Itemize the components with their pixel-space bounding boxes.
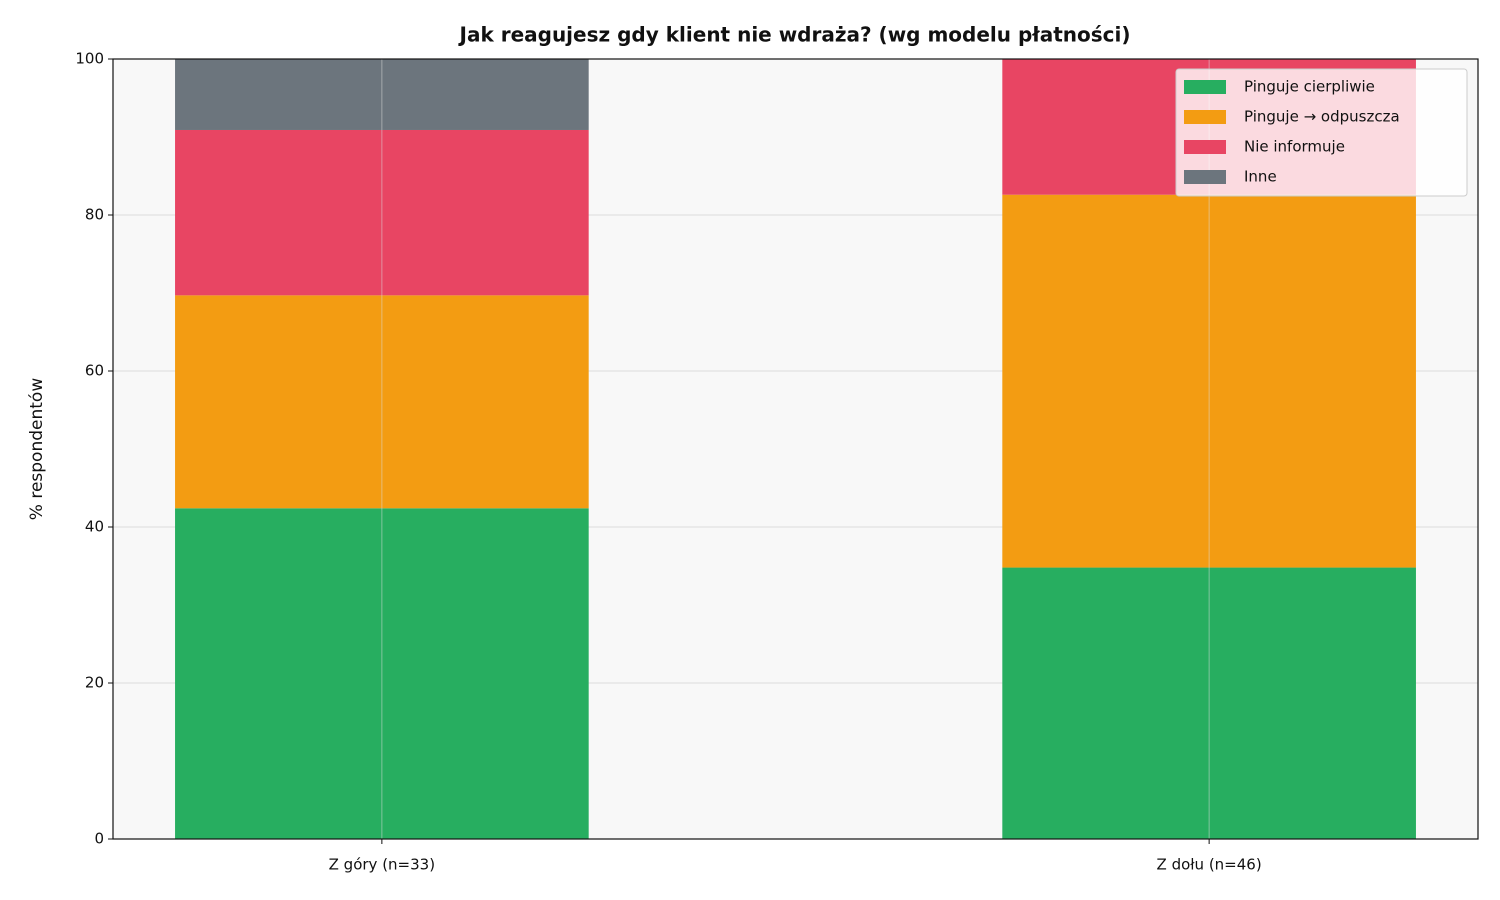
legend: Pinguje cierpliwie Pinguje → odpuszcza Nie… [1175, 68, 1468, 197]
legend-box [1175, 68, 1468, 197]
y-tick-label: 80 [85, 206, 104, 224]
y-tick-label: 40 [85, 518, 104, 536]
bars [175, 59, 1416, 839]
legend-swatch [1184, 80, 1226, 94]
axes: 0 20 40 60 80 100 Z góry (n=33) Z dołu (n=46) [75, 50, 1479, 874]
y-tick-label: 0 [94, 830, 104, 848]
legend-swatch [1184, 110, 1226, 124]
y-axis-label: % respondentów [27, 378, 47, 521]
legend-label: Nie informuje [1244, 138, 1345, 156]
y-tick-label: 100 [75, 50, 104, 68]
legend-label: Inne [1244, 168, 1277, 186]
x-tick-label: Z góry (n=33) [329, 856, 435, 874]
x-tick-label: Z dołu (n=46) [1157, 856, 1262, 874]
chart-title: Jak reagujesz gdy klient nie wdraża? (wg… [458, 23, 1131, 47]
plot-frame [112, 58, 1479, 840]
legend-swatch [1184, 170, 1226, 184]
legend-swatch [1184, 140, 1226, 154]
y-tick-label: 60 [85, 362, 104, 380]
legend-label: Pinguje cierpliwie [1244, 78, 1375, 96]
legend-label: Pinguje → odpuszcza [1244, 108, 1400, 126]
y-tick-label: 20 [85, 674, 104, 692]
